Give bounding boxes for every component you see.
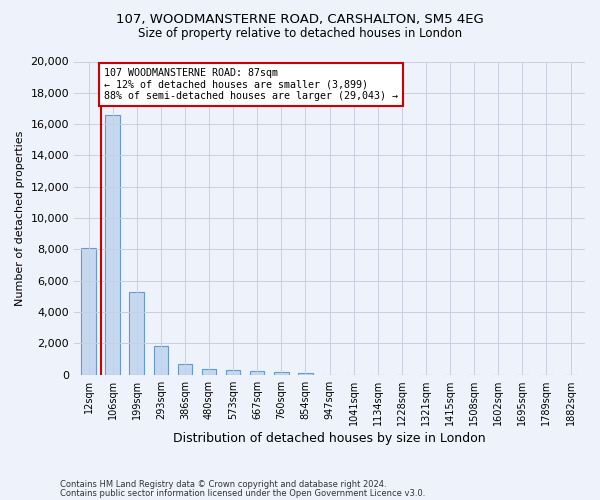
Text: Contains public sector information licensed under the Open Government Licence v3: Contains public sector information licen… (60, 490, 425, 498)
Bar (298, 372, 313, 374)
Bar (250, 372, 265, 374)
Bar (130, 292, 144, 374)
Bar (81, 248, 96, 374)
Text: 107 WOODMANSTERNE ROAD: 87sqm
← 12% of detached houses are smaller (3,899)
88% o: 107 WOODMANSTERNE ROAD: 87sqm ← 12% of d… (104, 68, 398, 101)
Bar (106, 114, 120, 374)
Bar (202, 368, 216, 374)
Y-axis label: Number of detached properties: Number of detached properties (15, 130, 25, 306)
Bar (226, 370, 241, 374)
Bar (154, 346, 168, 374)
Text: Contains HM Land Registry data © Crown copyright and database right 2024.: Contains HM Land Registry data © Crown c… (60, 480, 386, 489)
Bar (274, 372, 289, 374)
X-axis label: Distribution of detached houses by size in London: Distribution of detached houses by size … (173, 432, 486, 445)
Text: Size of property relative to detached houses in London: Size of property relative to detached ho… (138, 28, 462, 40)
Bar (178, 364, 192, 374)
Text: 107, WOODMANSTERNE ROAD, CARSHALTON, SM5 4EG: 107, WOODMANSTERNE ROAD, CARSHALTON, SM5… (116, 12, 484, 26)
